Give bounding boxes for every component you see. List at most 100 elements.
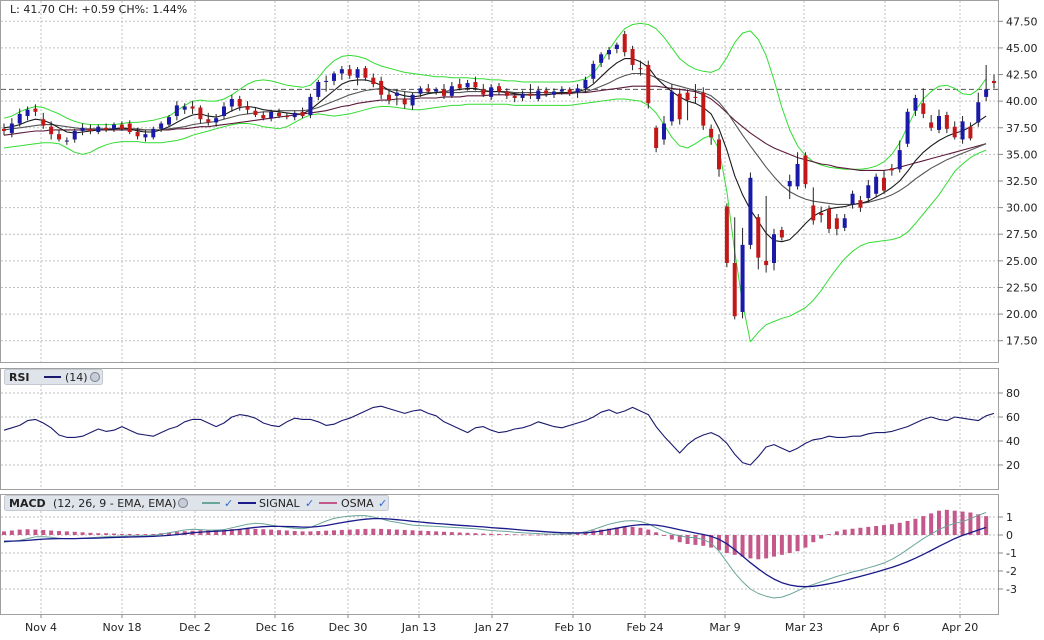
candle-down <box>190 106 195 109</box>
macd-tick-label: -3 <box>1006 583 1017 596</box>
candle-down <box>363 68 368 78</box>
price-tick-label: 17.50 <box>1006 335 1038 348</box>
candle-down <box>253 110 258 115</box>
candle-down <box>512 95 517 98</box>
candle-down <box>284 116 289 118</box>
osma-bar <box>512 534 517 536</box>
candle-up <box>599 54 604 63</box>
price-tick-label: 30.00 <box>1006 202 1038 215</box>
candle-down <box>724 206 729 263</box>
osma-bar <box>622 526 627 535</box>
candle-down <box>544 90 549 94</box>
candle-up <box>614 44 619 49</box>
rsi-line <box>3 405 995 466</box>
osma-bar <box>834 531 839 535</box>
osma-bar <box>33 529 38 535</box>
bollinger-upper-line <box>3 22 987 170</box>
osma-bar <box>654 532 659 535</box>
osma-bar <box>371 528 376 535</box>
candle-down <box>654 127 659 148</box>
macd-title: MACD <box>9 497 46 510</box>
candle-up <box>151 128 156 138</box>
osma-bar <box>308 531 313 535</box>
osma-bar <box>284 530 289 535</box>
candle-up <box>174 105 179 117</box>
candle-down <box>387 94 391 101</box>
candle-down <box>206 119 211 123</box>
x-tick-label: Jan 27 <box>474 621 509 634</box>
candle-up <box>25 109 30 117</box>
candle-down <box>685 92 690 101</box>
osma-bar <box>811 535 816 543</box>
candle-up <box>214 118 219 123</box>
osma-bar <box>292 531 297 535</box>
candle-down <box>630 48 635 65</box>
bollinger-lower-line <box>3 98 987 343</box>
osma-bar <box>960 511 965 535</box>
candle-up <box>874 176 879 194</box>
macd-line-check-icon[interactable]: ✓ <box>224 497 233 510</box>
osma-bar <box>324 530 329 535</box>
x-tick-label: Mar 23 <box>785 621 823 634</box>
candle-up <box>575 88 580 93</box>
osma-bar <box>418 530 423 535</box>
candle-up <box>536 90 541 100</box>
osma-bar <box>434 531 439 535</box>
macd-settings-icon[interactable] <box>178 498 188 508</box>
candle-down <box>528 93 533 96</box>
x-axis: Nov 4 Nov 18 Dec 2 Dec 16 Dec 30 Jan 13 Jan 27… <box>25 614 978 634</box>
candle-up <box>976 102 981 123</box>
osma-bar <box>646 529 651 535</box>
osma-bar <box>442 531 446 535</box>
candlesticks <box>2 30 996 320</box>
price-tick-label: 45.00 <box>1006 42 1038 55</box>
signal-check-icon[interactable]: ✓ <box>305 497 314 510</box>
candle-up <box>795 163 800 187</box>
price-tick-label: 22.50 <box>1006 281 1038 294</box>
osma-bar <box>135 534 140 535</box>
moving-average-slow-line <box>3 85 987 171</box>
osma-check-icon[interactable]: ✓ <box>378 497 387 510</box>
x-tick-label: Apr 6 <box>870 621 900 634</box>
osma-bar <box>332 530 336 535</box>
candle-down <box>889 168 894 171</box>
rsi-axis: 20 40 60 80 <box>998 387 1020 472</box>
osma-bar <box>787 535 792 553</box>
candle-down <box>426 88 431 92</box>
candle-up <box>308 96 313 115</box>
candle-up <box>552 91 556 95</box>
osma-bar <box>339 529 344 535</box>
signal-line <box>3 517 987 588</box>
osma-bar <box>913 518 918 535</box>
macd-tick-label: 1 <box>1006 511 1013 524</box>
candle-up <box>96 126 101 133</box>
osma-bar <box>874 526 879 535</box>
candle-up <box>842 218 847 228</box>
osma-bar <box>638 527 643 535</box>
candle-down <box>442 89 446 96</box>
osma-bar <box>253 528 258 535</box>
candle-down <box>347 69 352 76</box>
osma-bar <box>355 529 360 535</box>
osma-bar <box>64 531 69 535</box>
candle-up <box>787 181 792 187</box>
candle-down <box>701 92 706 126</box>
candle-up <box>984 89 989 97</box>
osma-bar <box>104 533 109 535</box>
macd-line <box>3 512 987 599</box>
x-tick-label: Feb 10 <box>555 621 592 634</box>
candle-up <box>905 111 910 144</box>
candle-down <box>481 89 486 95</box>
candle-down <box>622 34 627 53</box>
candle-up <box>292 112 297 118</box>
osma-bar <box>465 532 470 535</box>
x-tick-label: Mar 9 <box>709 621 740 634</box>
osma-bar <box>72 531 77 535</box>
osma-bar <box>693 535 698 545</box>
rsi-settings-icon[interactable] <box>90 372 100 382</box>
candle-up <box>897 150 902 170</box>
price-tick-label: 32.50 <box>1006 175 1038 188</box>
candle-up <box>913 97 918 111</box>
osma-bar <box>300 531 305 535</box>
osma-bar <box>976 514 981 535</box>
